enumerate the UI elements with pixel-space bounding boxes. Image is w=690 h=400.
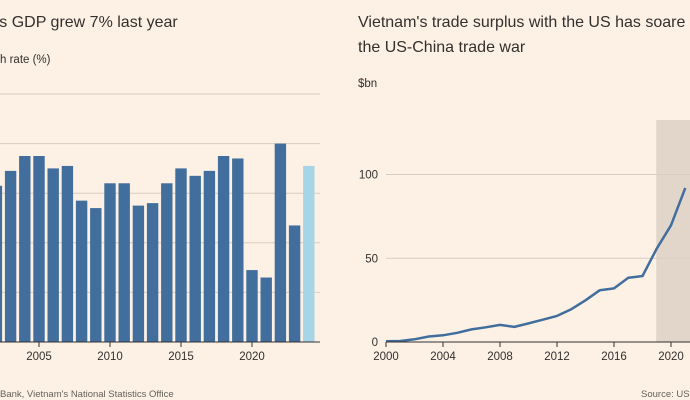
gdp-bar-2003 (5, 171, 16, 342)
gdp-x-axis: 2005 2010 2015 2020 (26, 342, 265, 363)
trade-y-tick-label: 50 (365, 253, 378, 265)
figure: ’s GDP grew 7% last year h rate (%) 2005… (0, 0, 690, 400)
trade-x-tick-label: 2004 (430, 351, 456, 363)
trade-x-tick-label: 2008 (487, 351, 513, 363)
gdp-chart-unit-label: h rate (%) (0, 54, 51, 66)
trade-x-tick-label: 2000 (373, 351, 399, 363)
gdp-chart-source: Bank, Vietnam's National Statistics Offi… (0, 389, 174, 400)
trade-y-axis: 0 50 100 (359, 170, 378, 350)
gdp-bar-2009 (90, 208, 101, 342)
trade-chart-unit-label: $bn (358, 78, 377, 90)
gdp-bar-2022 (275, 144, 286, 342)
trade-x-tick-label: 2020 (658, 351, 684, 363)
trade-x-tick-label: 2016 (601, 351, 627, 363)
gdp-bar-2011 (119, 183, 130, 342)
gdp-bar-2015 (175, 168, 186, 342)
trade-x-axis: 2000 2004 2008 2012 2016 2020 (373, 342, 684, 363)
gdp-x-tick-label: 2005 (26, 351, 52, 363)
gdp-x-tick-label: 2020 (239, 351, 265, 363)
gdp-bar-2024 (303, 166, 314, 342)
gdp-bar-2014 (161, 183, 172, 342)
gdp-bar-2002 (0, 186, 2, 342)
gdp-bar-2010 (104, 183, 115, 342)
trade-x-tick-label: 2012 (544, 351, 570, 363)
trade-y-tick-label: 0 (372, 337, 378, 349)
gdp-bar-2005 (33, 156, 44, 342)
gdp-bar-2021 (261, 278, 272, 342)
gdp-bar-2008 (76, 201, 87, 342)
gdp-bar-2023 (289, 225, 300, 342)
gdp-bar-2020 (246, 270, 257, 342)
gdp-chart-title: ’s GDP grew 7% last year (0, 14, 178, 31)
gdp-x-tick-label: 2010 (97, 351, 123, 363)
gdp-bar-2013 (147, 203, 158, 342)
gdp-bar-2017 (204, 171, 215, 342)
trade-war-shaded-period (656, 120, 690, 342)
gdp-bar-2018 (218, 156, 229, 342)
trade-chart-title-line-1: Vietnam's trade surplus with the US has … (358, 14, 685, 31)
gdp-bar-2007 (62, 166, 73, 342)
gdp-bar-2012 (133, 206, 144, 342)
trade-chart: Vietnam's trade surplus with the US has … (358, 14, 690, 400)
trade-chart-title-line-2: the US-China trade war (358, 39, 526, 56)
gdp-chart: ’s GDP grew 7% last year h rate (%) 2005… (0, 14, 320, 400)
gdp-x-tick-label: 2015 (168, 351, 194, 363)
gdp-bar-2004 (19, 156, 30, 342)
trade-y-tick-label: 100 (359, 170, 378, 182)
gdp-bar-2019 (232, 158, 243, 342)
gdp-bar-2006 (48, 168, 59, 342)
gdp-bar-2016 (190, 176, 201, 342)
trade-chart-source: Source: US (641, 389, 690, 400)
trade-surplus-line (386, 188, 685, 341)
trade-gridlines (386, 175, 690, 259)
